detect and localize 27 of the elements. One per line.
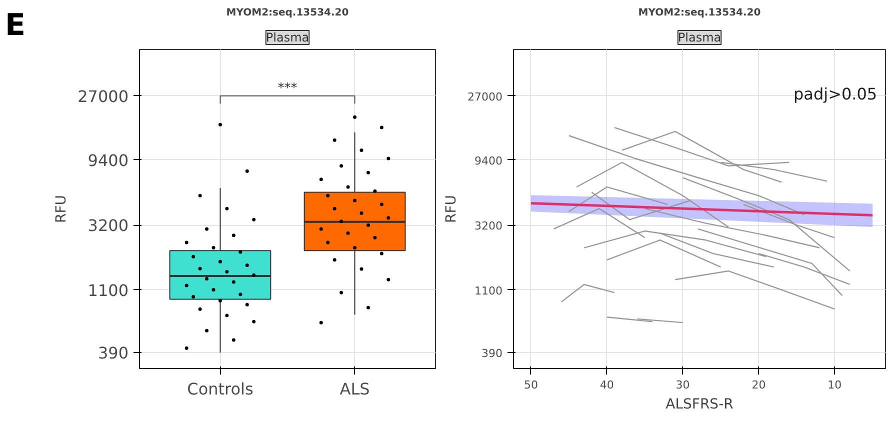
x-axis-title: ALSFRS-R: [666, 396, 734, 412]
y-tick-label: 390: [482, 347, 503, 360]
annotation: ***: [278, 80, 298, 96]
x-tick-label: 20: [752, 378, 766, 392]
x-tick-label: 10: [828, 378, 842, 392]
x-tick-label: 30: [676, 378, 690, 392]
y-tick-label: 9400: [88, 150, 128, 170]
x-tick-label: 40: [600, 378, 614, 392]
y-tick-label: 27000: [468, 90, 503, 104]
chart-subtitle: Plasma: [678, 30, 722, 44]
y-tick-label: 390: [98, 344, 129, 363]
y-tick-label: 1100: [474, 284, 503, 298]
y-tick-label: 3200: [88, 216, 128, 236]
y-tick-label: 27000: [78, 86, 129, 106]
y-axis-title: RFU: [54, 194, 70, 224]
x-tick-label: 50: [524, 378, 538, 392]
chart-title: MYOM2:seq.13534.20: [226, 8, 349, 18]
x-tick-label: Controls: [187, 380, 254, 398]
y-axis-title: RFU: [444, 194, 460, 224]
y-tick-label: 3200: [474, 220, 503, 233]
text: E: [5, 7, 26, 45]
y-tick-label: 1100: [88, 280, 128, 300]
y-tick-label: 9400: [474, 154, 503, 168]
chart-subtitle: Plasma: [266, 30, 310, 44]
annotation: padj>0.05: [794, 84, 878, 104]
x-tick-label: ALS: [340, 380, 370, 398]
chart-title: MYOM2:seq.13534.20: [638, 8, 761, 18]
